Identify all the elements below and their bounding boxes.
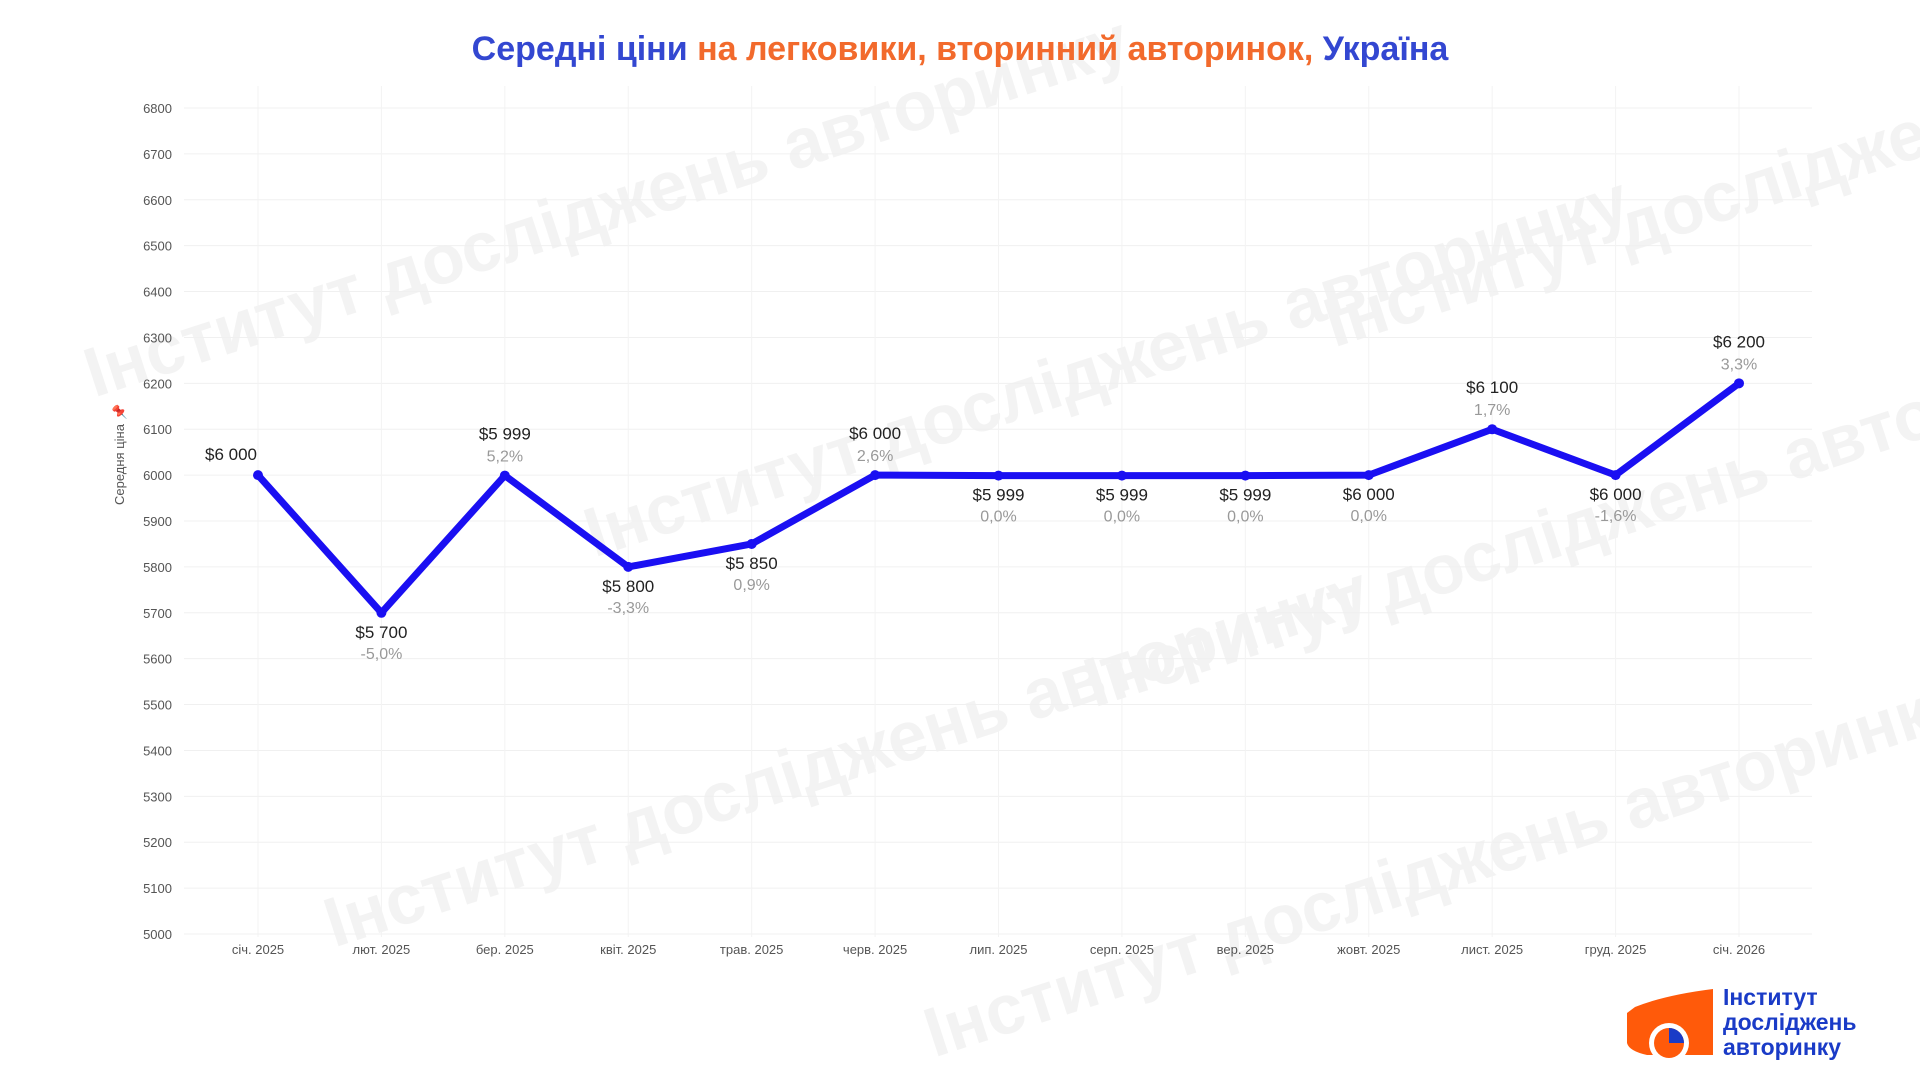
y-tick-label: 5900 <box>143 514 172 529</box>
data-value-label: $5 999 <box>1096 486 1148 505</box>
x-tick-label: січ. 2026 <box>1713 942 1765 957</box>
data-point <box>1116 470 1127 481</box>
x-tick-label: груд. 2025 <box>1585 942 1647 957</box>
x-tick-label: бер. 2025 <box>476 942 534 957</box>
x-tick-label: вер. 2025 <box>1217 942 1274 957</box>
data-point <box>253 470 263 481</box>
data-change-label: -5,0% <box>361 646 403 663</box>
logo-car-icon <box>1627 989 1713 1063</box>
data-point <box>1487 424 1498 435</box>
y-tick-label: 5500 <box>143 698 172 713</box>
y-tick-label: 6400 <box>143 285 172 300</box>
y-tick-label: 6000 <box>143 468 172 483</box>
data-point <box>1240 470 1251 481</box>
data-value-label: $6 000 <box>849 424 901 443</box>
y-tick-label: 5600 <box>143 652 172 667</box>
data-change-label: -3,3% <box>607 600 649 617</box>
y-tick-label: 5800 <box>143 560 172 575</box>
y-tick-label: 6500 <box>143 239 172 254</box>
logo-line-1: Інститут <box>1723 984 1818 1010</box>
data-change-label: 0,0% <box>1351 508 1387 525</box>
data-point <box>870 470 881 481</box>
y-axis-label: Середня ціна 📌 <box>112 404 128 505</box>
data-change-label: 1,7% <box>1474 402 1510 419</box>
x-tick-label: серп. 2025 <box>1090 942 1154 957</box>
data-value-label: $5 800 <box>602 577 654 596</box>
data-value-label: $6 100 <box>1466 378 1518 397</box>
y-tick-label: 6700 <box>143 147 172 162</box>
data-change-label: 0,0% <box>980 509 1016 526</box>
y-tick-label: 5100 <box>143 881 172 896</box>
data-point <box>376 607 387 618</box>
data-change-label: -1,6% <box>1595 508 1637 525</box>
x-tick-label: черв. 2025 <box>843 942 907 957</box>
x-tick-label: жовт. 2025 <box>1337 942 1400 957</box>
y-tick-label: 5400 <box>143 743 172 758</box>
logo-line-2: досліджень <box>1723 1009 1857 1035</box>
data-value-label: $6 000 <box>1343 485 1395 504</box>
data-change-label: 0,0% <box>1227 509 1263 526</box>
x-tick-label: січ. 2025 <box>232 942 284 957</box>
logo: Інститут досліджень авторинку <box>1625 985 1885 1065</box>
data-change-label: 0,9% <box>733 577 769 594</box>
title-part-2: на легковики, вторинний авторинок, <box>697 30 1323 68</box>
y-axis-label-text: Середня ціна <box>112 424 127 505</box>
data-point <box>1610 470 1621 481</box>
data-value-label: $6 200 <box>1713 332 1765 351</box>
data-value-label: $5 999 <box>973 486 1025 505</box>
x-tick-label: квіт. 2025 <box>600 942 656 957</box>
data-value-label: $6 000 <box>1590 485 1642 504</box>
logo-line-3: авторинку <box>1723 1034 1842 1060</box>
data-change-label: 5,2% <box>487 449 523 466</box>
data-value-label: $5 850 <box>726 554 778 573</box>
data-value-label: $6 000 <box>205 445 257 464</box>
x-tick-label: трав. 2025 <box>720 942 783 957</box>
data-point <box>623 561 634 572</box>
data-change-label: 2,6% <box>857 448 893 465</box>
x-tick-label: лют. 2025 <box>353 942 411 957</box>
y-tick-label: 6200 <box>143 376 172 391</box>
y-tick-label: 5000 <box>143 927 172 942</box>
title-part-1: Середні ціни <box>471 30 698 68</box>
data-value-label: $5 999 <box>1219 486 1271 505</box>
data-point <box>993 470 1004 481</box>
chart-title: Середні ціни на легковики, вторинний авт… <box>0 30 1920 69</box>
data-value-label: $5 999 <box>479 425 531 444</box>
data-point <box>1734 378 1744 389</box>
data-change-label: 3,3% <box>1721 356 1757 373</box>
data-point <box>1363 470 1374 481</box>
data-change-label: 0,0% <box>1104 509 1140 526</box>
x-tick-label: лист. 2025 <box>1461 942 1523 957</box>
y-tick-label: 6800 <box>143 101 172 116</box>
data-point <box>499 470 510 481</box>
y-tick-label: 5300 <box>143 789 172 804</box>
pin-icon[interactable]: 📌 <box>112 404 127 421</box>
y-tick-label: 6600 <box>143 193 172 208</box>
title-part-3: Україна <box>1322 30 1449 68</box>
data-point <box>746 538 757 549</box>
y-tick-label: 5200 <box>143 835 172 850</box>
data-value-label: $5 700 <box>355 623 407 642</box>
y-tick-label: 6100 <box>143 422 172 437</box>
x-tick-label: лип. 2025 <box>969 942 1027 957</box>
y-tick-label: 5700 <box>143 606 172 621</box>
y-tick-label: 6300 <box>143 330 172 345</box>
